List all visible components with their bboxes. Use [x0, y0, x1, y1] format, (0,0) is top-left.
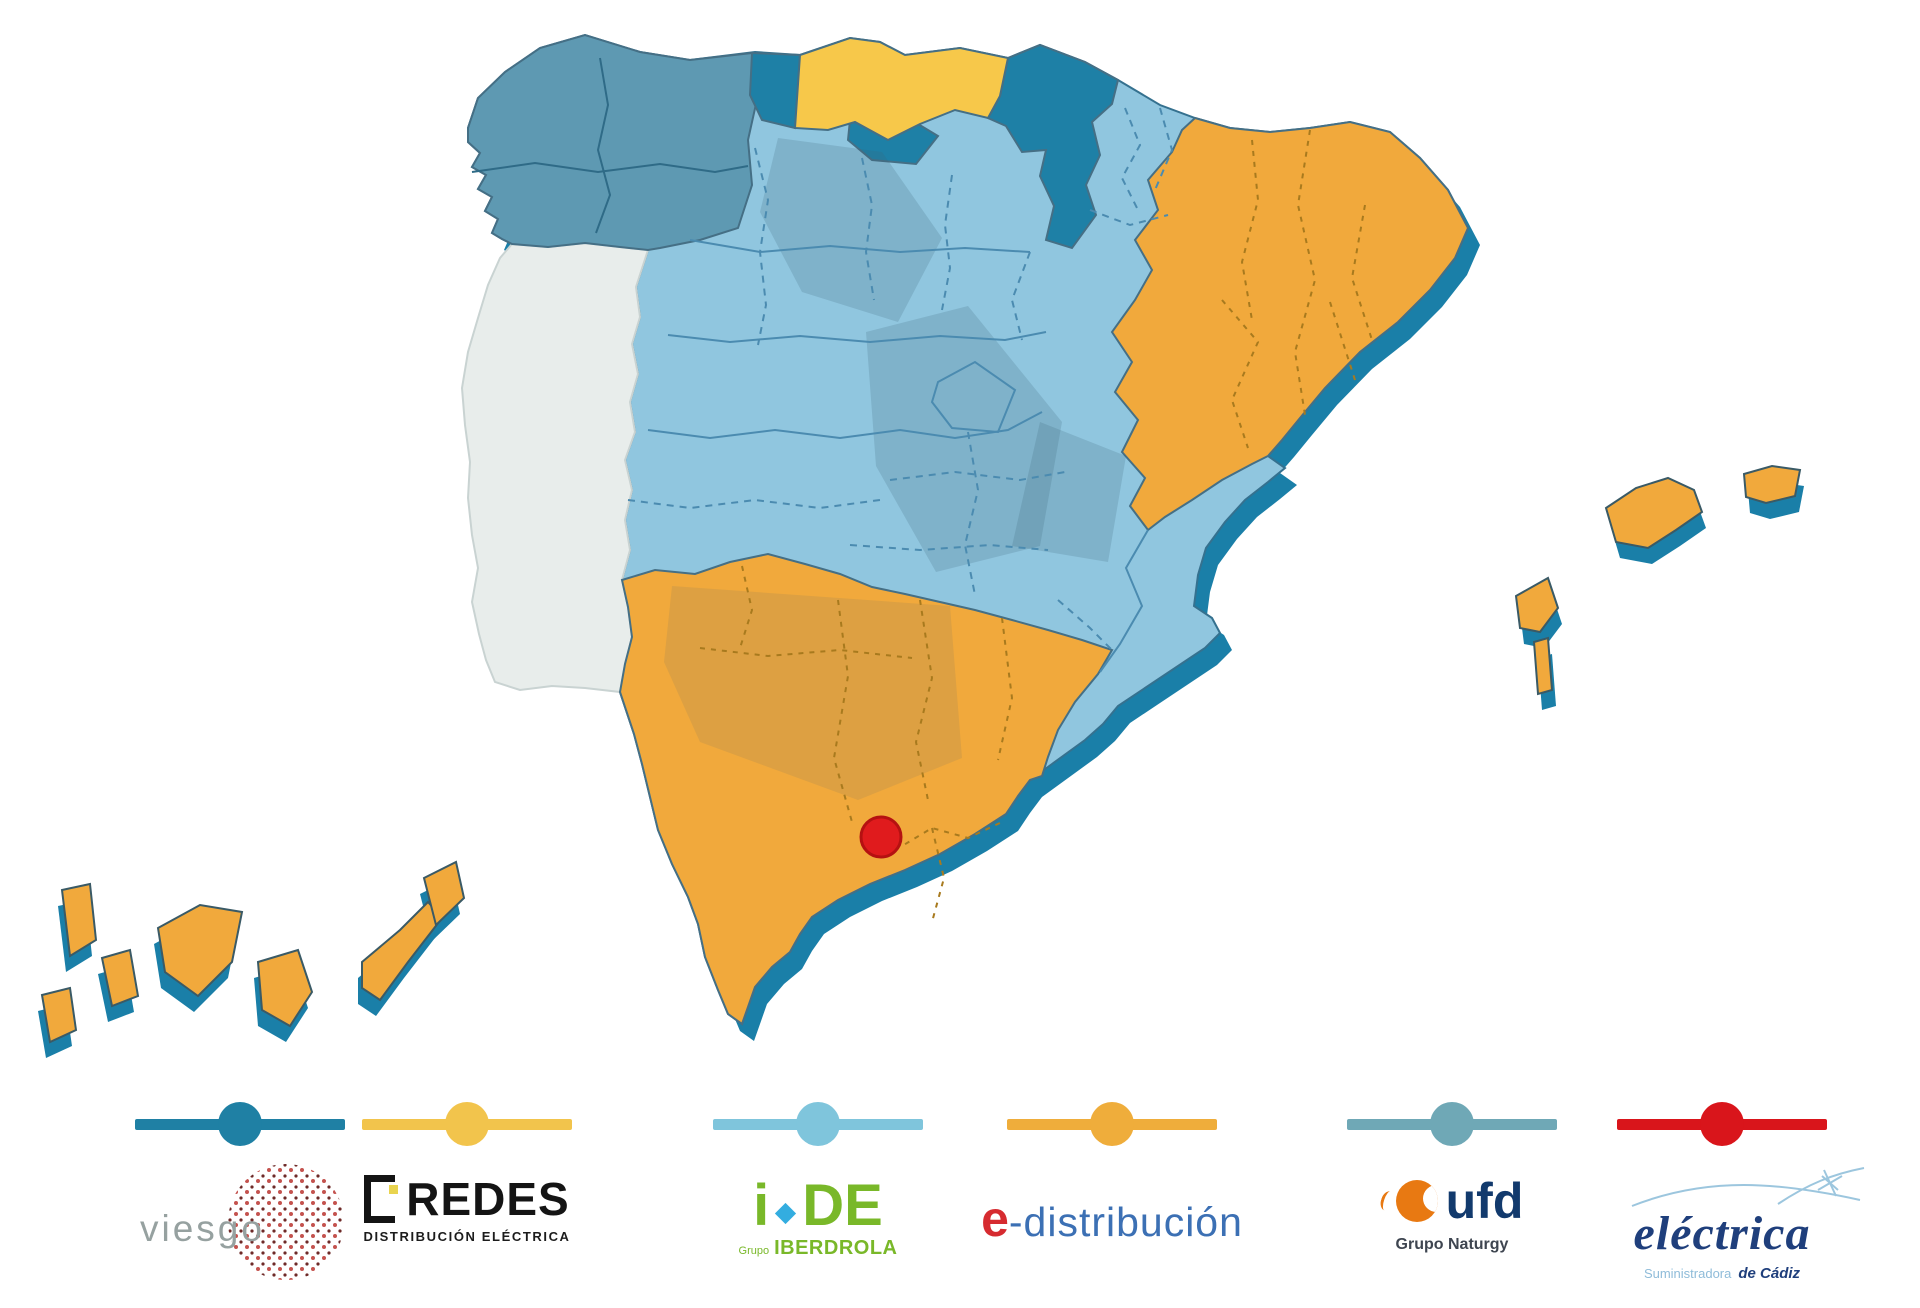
legend-dot [1700, 1102, 1744, 1146]
i-de-arrow-icon [775, 1202, 797, 1225]
iberdrola-wordmark: IBERDROLA [774, 1237, 898, 1259]
ufd-arc-icon [1377, 1189, 1397, 1213]
e-distribucion-e-icon: e [981, 1191, 1009, 1247]
ufd-subtext: Grupo Naturgy [1395, 1236, 1509, 1253]
legend-item-ufd: ufd Grupo Naturgy [1272, 1100, 1632, 1254]
legend-dot [445, 1102, 489, 1146]
de-cadiz-label: de Cádiz [1738, 1265, 1801, 1282]
ufd-logo: ufd Grupo Naturgy [1377, 1172, 1524, 1254]
electrica-wordmark: eléctrica [1633, 1207, 1811, 1260]
legend-item-e-distribucion: e -distribución [932, 1100, 1292, 1248]
legend-dot [1430, 1102, 1474, 1146]
e-redes-bracket-icon [364, 1175, 399, 1223]
area-e-distribucion [41, 116, 1801, 1043]
area-ufd-galicia [467, 33, 760, 252]
e-distribucion-wordmark: -distribución [1008, 1199, 1243, 1245]
e-redes-logo: REDES DISTRIBUCIÓN ELÉCTRICA [363, 1172, 570, 1244]
legend-marker-e-redes [362, 1100, 572, 1148]
legend-item-i-de: i DE Grupo IBERDROLA [638, 1100, 998, 1260]
shade-overlays [664, 138, 1126, 800]
province-borders-blue [627, 107, 1174, 673]
i-de-grupo-label: Grupo [738, 1245, 770, 1257]
legend-item-viesgo: viesgo [60, 1100, 420, 1300]
electrica-cadiz-logo: eléctrica Suministradora de Cádiz [1631, 1167, 1864, 1282]
legend-marker-i-de [713, 1100, 923, 1148]
legend-dot [218, 1102, 262, 1146]
viesgo-wordmark: viesgo [140, 1208, 265, 1249]
viesgo-logo: viesgo [140, 1160, 344, 1300]
balearic-islands [1515, 465, 1801, 695]
legend-marker-ufd [1347, 1100, 1557, 1148]
area-e-redes-asturias [793, 36, 1010, 142]
suministradora-label: Suministradora [1643, 1266, 1732, 1281]
ufd-crescent-icon [1395, 1180, 1438, 1222]
legend-marker-electrica-cadiz [1617, 1100, 1827, 1148]
legend-marker-viesgo [135, 1100, 345, 1148]
area-portugal [460, 241, 650, 694]
legend-item-e-redes: REDES DISTRIBUCIÓN ELÉCTRICA [287, 1100, 647, 1244]
viesgo-dots-icon [228, 1164, 344, 1280]
e-redes-subtext: DISTRIBUCIÓN ELÉCTRICA [363, 1229, 571, 1244]
legend-dot [1090, 1102, 1134, 1146]
e-distribucion-logo: e -distribución [981, 1172, 1243, 1248]
i-de-wordmark-de: DE [802, 1173, 883, 1238]
province-borders-galicia [471, 57, 749, 234]
i-de-logo: i DE Grupo IBERDROLA [739, 1172, 898, 1260]
e-redes-wordmark: REDES [406, 1173, 570, 1225]
ufd-wordmark: ufd [1445, 1173, 1524, 1229]
i-de-wordmark-i: i [753, 1173, 770, 1238]
electrica-spark-icon [1631, 1167, 1864, 1207]
legend-dot [796, 1102, 840, 1146]
legend-marker-e-distribucion [1007, 1100, 1217, 1148]
map-marker-dot [859, 815, 903, 859]
legend-item-electrica-cadiz: eléctrica Suministradora de Cádiz [1542, 1100, 1902, 1282]
canary-islands [41, 861, 465, 1043]
